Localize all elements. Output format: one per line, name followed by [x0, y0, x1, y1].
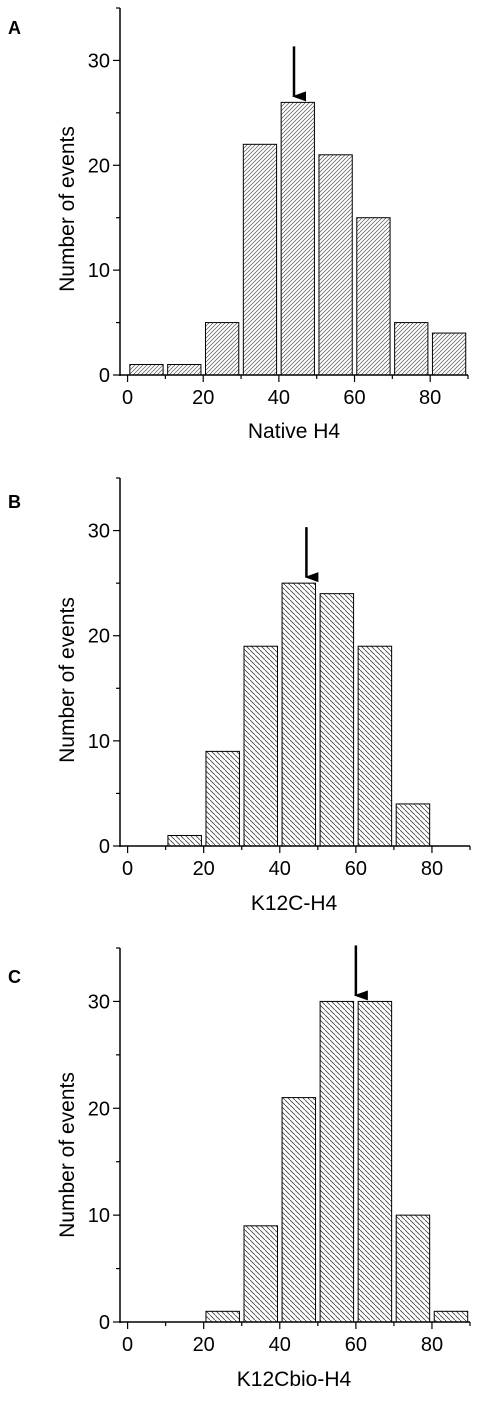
- y-tick-label: 10: [88, 260, 110, 282]
- y-tick-label: 10: [88, 731, 110, 753]
- bar-group: [167, 582, 431, 847]
- histogram-bar: [319, 593, 355, 847]
- histogram-bar: [167, 834, 202, 847]
- histogram-bar: [356, 217, 391, 376]
- x-tick-label: 0: [122, 387, 133, 409]
- histogram-bar: [319, 1000, 355, 1323]
- histogram-bar: [167, 364, 202, 376]
- x-tick-label: 60: [345, 1334, 367, 1356]
- y-tick-label: 30: [88, 991, 110, 1013]
- axes: 0 10 20 30 0 20 40 60 80: [88, 477, 471, 880]
- histogram-bar: [204, 322, 240, 376]
- bar-group: [205, 1000, 469, 1323]
- y-tick-label: 0: [99, 1312, 110, 1334]
- histogram-bar: [395, 1214, 431, 1323]
- x-axis-title: Native H4: [248, 420, 341, 443]
- panel-a: A 0 10 20 30 0 20 40 60 80 Number of events Nati…: [8, 7, 469, 443]
- histogram-bar: [281, 582, 317, 847]
- x-tick-label: 40: [269, 1334, 291, 1356]
- x-tick-label: 40: [268, 387, 290, 409]
- x-tick-label: 0: [122, 858, 133, 880]
- y-tick-label: 20: [88, 155, 110, 177]
- panel-b: B 0 10 20 30 0 20 40 60 80 Number of events K12C…: [8, 477, 471, 915]
- histogram-bar: [205, 750, 240, 847]
- y-axis-title: Number of events: [56, 597, 79, 763]
- y-tick-label: 0: [99, 836, 110, 858]
- y-axis-title: Number of events: [56, 126, 79, 292]
- axes: 0 10 20 30 0 20 40 60 80: [88, 945, 471, 1356]
- histogram-bar: [205, 1310, 240, 1323]
- axes: 0 10 20 30 0 20 40 60 80: [88, 7, 469, 409]
- panel-letter: A: [8, 18, 21, 38]
- y-tick-label: 10: [88, 1205, 110, 1227]
- y-axis-title: Number of events: [56, 1072, 79, 1238]
- histogram-bar: [433, 1310, 469, 1323]
- histogram-bar: [431, 332, 467, 376]
- panel-letter: C: [8, 967, 21, 987]
- x-tick-label: 80: [421, 1334, 443, 1356]
- histogram-bar: [394, 322, 429, 376]
- histogram-bar: [243, 1225, 279, 1323]
- y-tick-label: 0: [99, 365, 110, 387]
- y-tick-label: 30: [88, 521, 110, 543]
- x-tick-label: 60: [343, 387, 365, 409]
- histogram-bar: [395, 803, 431, 847]
- histogram-bar: [242, 143, 278, 376]
- x-tick-label: 20: [192, 387, 214, 409]
- y-tick-label: 20: [88, 1098, 110, 1120]
- y-tick-label: 20: [88, 626, 110, 648]
- bar-group: [129, 101, 467, 376]
- histogram-bar: [357, 1000, 393, 1323]
- x-tick-label: 20: [193, 1334, 215, 1356]
- histogram-bar: [243, 645, 279, 847]
- x-tick-label: 80: [419, 387, 441, 409]
- histogram-bar: [129, 364, 164, 376]
- histogram-bar: [318, 154, 353, 376]
- histogram-bar: [281, 1097, 317, 1323]
- x-axis-title: K12Cbio-H4: [237, 1368, 352, 1391]
- x-tick-label: 40: [269, 858, 291, 880]
- x-axis-title: K12C-H4: [251, 892, 338, 915]
- x-tick-label: 0: [122, 1334, 133, 1356]
- histogram-bar: [280, 101, 315, 376]
- y-tick-label: 30: [88, 50, 110, 72]
- x-tick-label: 20: [193, 858, 215, 880]
- x-tick-label: 60: [345, 858, 367, 880]
- histogram-bar: [357, 645, 393, 847]
- panel-letter: B: [8, 492, 21, 512]
- x-tick-label: 80: [421, 858, 443, 880]
- panel-c: C 0 10 20 30 0 20 40 60 80 Number of events K12C…: [8, 945, 471, 1391]
